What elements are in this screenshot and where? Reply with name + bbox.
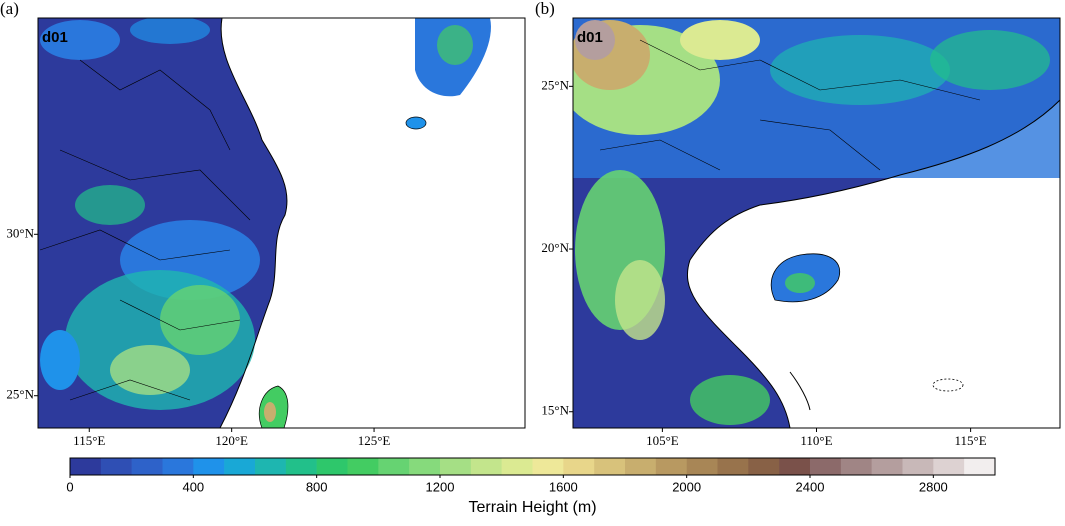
y-tick-label: 30°N: [6, 225, 34, 240]
colorbar-segment: [964, 458, 996, 475]
colorbar-tick-label: 800: [306, 479, 328, 494]
colorbar-segment: [285, 458, 317, 475]
x-tick-label: 120°E: [215, 433, 248, 448]
colorbar-segment: [532, 458, 564, 475]
colorbar-segment: [563, 458, 595, 475]
colorbar-segment: [162, 458, 194, 475]
panel-label: (b): [535, 0, 555, 18]
colorbar-segment: [717, 458, 749, 475]
colorbar-label: Terrain Height (m): [468, 499, 596, 516]
colorbar-segment: [409, 458, 441, 475]
x-tick-label: 105°E: [646, 433, 679, 448]
map-frame: [37, 17, 526, 429]
colorbar-segment: [193, 458, 225, 475]
colorbar-tick-label: 2000: [672, 479, 701, 494]
colorbar-segment: [470, 458, 502, 475]
colorbar-tick-label: 2400: [796, 479, 825, 494]
colorbar-frame: [69, 457, 996, 476]
colorbar-segment: [131, 458, 163, 475]
panel-label: (a): [0, 0, 19, 18]
colorbar-tick-label: 400: [182, 479, 204, 494]
colorbar-segment: [625, 458, 657, 475]
colorbar-segment: [440, 458, 472, 475]
colorbar-tick-label: 1600: [549, 479, 578, 494]
colorbar-segment: [748, 458, 780, 475]
colorbar-tick-label: 0: [66, 479, 73, 494]
x-tick-label: 115°E: [955, 433, 987, 448]
colorbar-segment: [686, 458, 718, 475]
y-tick-label: 15°N: [541, 403, 569, 418]
colorbar-segment: [100, 458, 132, 475]
terrain-a: [38, 18, 491, 428]
colorbar-tick-label: 1200: [426, 479, 455, 494]
colorbar-segment: [594, 458, 626, 475]
colorbar-segment: [378, 458, 410, 475]
y-tick-label: 25°N: [6, 387, 34, 402]
colorbar-segment: [655, 458, 687, 475]
colorbar-segment: [347, 458, 379, 475]
colorbar-segment: [70, 458, 102, 475]
domain-label: d01: [577, 29, 603, 46]
colorbar-segment: [871, 458, 903, 475]
colorbar-segment: [810, 458, 842, 475]
colorbar-segment: [255, 458, 287, 475]
x-tick-label: 115°E: [73, 433, 105, 448]
colorbar-segment: [933, 458, 965, 475]
colorbar-segment: [224, 458, 256, 475]
terrain-b: [573, 18, 1060, 428]
colorbar-tick-label: 2800: [919, 479, 948, 494]
colorbar-segment: [779, 458, 811, 475]
domain-label: d01: [42, 29, 68, 46]
y-tick-label: 20°N: [541, 240, 569, 255]
x-tick-label: 125°E: [358, 433, 391, 448]
colorbar-segment: [840, 458, 872, 475]
colorbar-segment: [902, 458, 934, 475]
colorbar-segment: [501, 458, 533, 475]
x-tick-label: 110°E: [800, 433, 832, 448]
colorbar-segment: [316, 458, 348, 475]
y-tick-label: 25°N: [541, 77, 569, 92]
